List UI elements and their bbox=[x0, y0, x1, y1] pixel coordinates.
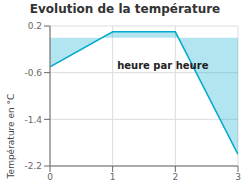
svg-text:2: 2 bbox=[172, 172, 178, 182]
svg-text:Température en °C: Température en °C bbox=[6, 94, 16, 180]
svg-text:-1.4: -1.4 bbox=[24, 115, 42, 125]
svg-text:-0.6: -0.6 bbox=[24, 68, 42, 78]
svg-text:0: 0 bbox=[47, 172, 53, 182]
svg-text:heure par heure: heure par heure bbox=[117, 60, 208, 71]
svg-text:3: 3 bbox=[235, 172, 241, 182]
html-text:Evolution de la température: Evolution de la température bbox=[29, 2, 221, 16]
svg-text:1: 1 bbox=[110, 172, 116, 182]
svg-text:0.2: 0.2 bbox=[28, 21, 42, 31]
svg-text:-2.2: -2.2 bbox=[24, 161, 42, 171]
